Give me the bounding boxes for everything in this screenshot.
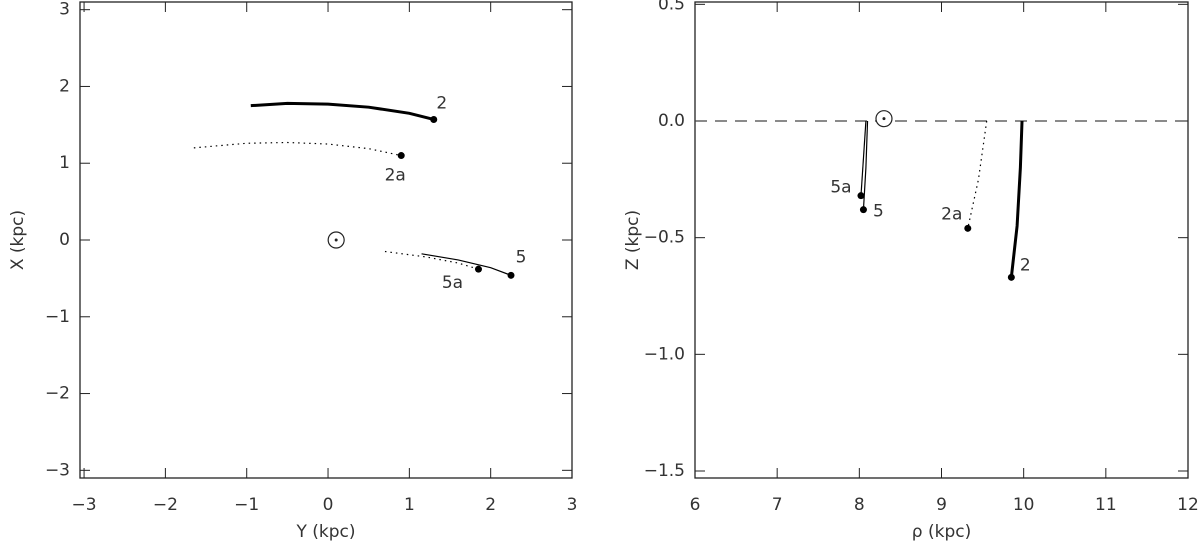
y-tick-label: −0.5 (644, 228, 685, 248)
orbit-line (421, 253, 512, 276)
x-tick-label: 11 (1095, 495, 1117, 515)
end-point (857, 192, 865, 200)
series-label: 5a (830, 178, 851, 198)
x-tick-label: 6 (690, 495, 701, 515)
y-tick-label: 0.0 (658, 111, 685, 131)
x-tick-label: −1 (234, 495, 259, 515)
x-tick-label: −3 (72, 495, 97, 515)
series-label: 2a (385, 166, 406, 186)
y-tick-label: 2 (59, 76, 70, 96)
x-tick-label: 2 (485, 495, 496, 515)
end-point (474, 265, 482, 273)
y-axis-label: Z (kpc) (623, 210, 643, 270)
end-point (397, 152, 405, 160)
series-label: 5 (873, 202, 884, 222)
end-point (507, 271, 515, 279)
y-tick-label: 3 (59, 0, 70, 20)
orbit-line (967, 120, 988, 229)
orbit-line (860, 120, 867, 196)
y-tick-label: −1.0 (644, 344, 685, 364)
x-tick-label: 3 (567, 495, 578, 515)
y-tick-label: 0.5 (658, 0, 685, 14)
orbit-line (193, 141, 402, 157)
x-tick-label: 0 (323, 495, 334, 515)
y-tick-label: −1 (45, 307, 70, 327)
sun-dot (334, 238, 338, 242)
plot-frame (694, 1, 1189, 479)
y-tick-label: −2 (45, 384, 70, 404)
series-label: 2 (1020, 255, 1031, 275)
x-tick-label: 9 (936, 495, 947, 515)
series-label: 2a (941, 204, 962, 224)
orbit-line (250, 101, 435, 121)
x-tick-label: 12 (1177, 495, 1199, 515)
end-point (859, 206, 867, 214)
orbit-line (384, 250, 479, 270)
series-label: 5a (442, 273, 463, 293)
x-tick-label: 10 (1013, 495, 1035, 515)
x-tick-label: 8 (854, 495, 865, 515)
orbit-line (1009, 120, 1024, 278)
end-point (430, 115, 438, 123)
y-axis-label: X (kpc) (8, 210, 28, 270)
end-point (964, 224, 972, 232)
x-tick-label: 7 (772, 495, 783, 515)
y-tick-label: −3 (45, 460, 70, 480)
y-tick-label: 0 (59, 230, 70, 250)
end-point (1007, 273, 1015, 281)
x-tick-label: 1 (404, 495, 415, 515)
x-axis-label: ρ (kpc) (912, 522, 971, 542)
series-label: 2 (436, 93, 447, 113)
y-tick-label: 1 (59, 153, 70, 173)
x-tick-label: −2 (153, 495, 178, 515)
x-axis-label: Y (kpc) (295, 522, 355, 542)
sun-dot (882, 117, 886, 121)
plot-frame (79, 1, 573, 479)
series-label: 5 (516, 247, 527, 267)
y-tick-label: −1.5 (644, 461, 685, 481)
